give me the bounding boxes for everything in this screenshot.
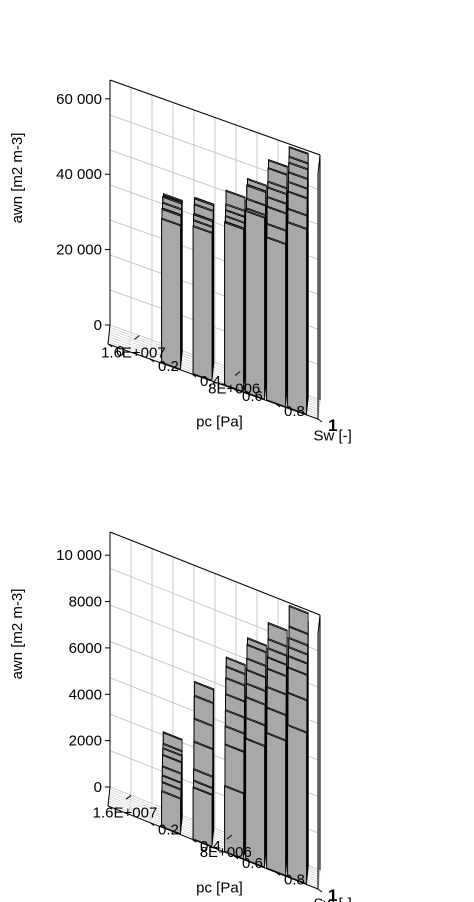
z-tick-label: 4000: [69, 686, 102, 703]
y-tick-label: 1: [328, 886, 337, 902]
bar: [192, 224, 213, 381]
z-axis-title: awn [m2 m-3]: [9, 589, 26, 680]
x-axis-title: pc [Pa]: [196, 880, 243, 897]
z-tick-label: 8000: [69, 594, 102, 611]
y-tick-label: 0.4: [200, 838, 221, 855]
chart-bottom-axis-titles: awn [m2 m-3] pc [Pa] Sw [-]: [9, 589, 352, 902]
y-tick-label: 0.8: [284, 403, 305, 420]
z-tick-label: 40 000: [56, 166, 102, 183]
chart-bottom-bars: [161, 604, 309, 885]
y-tick-label: 0.6: [242, 855, 263, 872]
y-tick-label: 0.2: [158, 358, 179, 375]
y-tick-label: 0.4: [200, 373, 221, 390]
bar: [245, 209, 266, 400]
chart-top-axis-titles: awn [m2 m-3] pc [Pa] Sw [-]: [9, 133, 352, 445]
chart-top-frame: [107, 79, 321, 420]
z-tick-label: 60 000: [56, 91, 102, 108]
x-tick-label: 8E+006: [200, 844, 252, 861]
x-tick-label: 1.6E+007: [93, 804, 158, 821]
z-tick-label: 2000: [69, 733, 102, 750]
y-tick-label: 0.2: [158, 822, 179, 839]
bar: [161, 789, 182, 835]
z-tick-label: 10 000: [56, 547, 102, 564]
y-axis-title: Sw [-]: [314, 895, 352, 902]
z-tick-label: 20 000: [56, 242, 102, 259]
y-tick-label: 1: [328, 416, 337, 435]
bar: [224, 784, 245, 860]
grid-line: [149, 339, 153, 360]
chart-bottom: 0 2000 4000 6000 8000 10 000 1.6E+007 8E+006 0.2…: [9, 531, 352, 902]
y-axis-title: Sw [-]: [314, 427, 352, 444]
bar: [287, 221, 308, 415]
bar: [266, 236, 287, 408]
chart-top-bars: [161, 145, 309, 415]
bar: [287, 723, 308, 885]
z-tick-label: 6000: [69, 640, 102, 657]
grid-line: [128, 332, 132, 352]
x-axis-title: pc [Pa]: [196, 413, 243, 430]
grid-line: [149, 803, 153, 823]
grid-line: [212, 828, 216, 848]
z-tick-label: 0: [94, 317, 102, 334]
bar: [192, 786, 213, 847]
bar: [266, 731, 287, 876]
x-tick-label: 1.6E+007: [101, 345, 166, 362]
chart-bottom-ticks: 0 2000 4000 6000 8000 10 000 1.6E+007 8E+006 0.2…: [56, 547, 337, 902]
y-tick-label: 0.8: [284, 871, 305, 888]
bar: [224, 221, 245, 393]
grid-line: [212, 362, 216, 382]
grid-line: [128, 795, 132, 815]
bar: [161, 217, 182, 370]
z-tick-label: 0: [94, 779, 102, 796]
z-axis-title: awn [m2 m-3]: [9, 133, 26, 224]
y-tick-label: 0: [116, 343, 124, 360]
y-tick-label: 0.6: [242, 388, 263, 405]
chart-bottom-frame: [107, 531, 321, 890]
